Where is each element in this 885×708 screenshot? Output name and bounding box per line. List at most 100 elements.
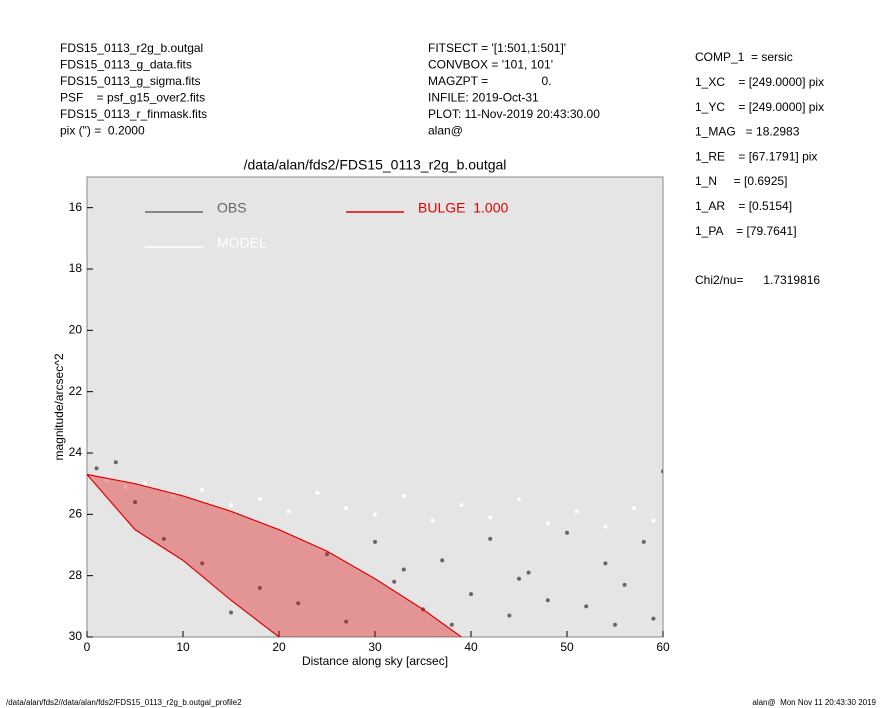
chi2: Chi2/nu= 1.7319816 [695, 273, 820, 287]
point [200, 561, 205, 566]
point [113, 460, 118, 465]
parameter-line: 1_MAG = 18.2983 [695, 125, 800, 139]
point [613, 622, 617, 627]
point [517, 576, 521, 581]
point [622, 582, 627, 587]
band-edge [87, 474, 280, 637]
point [526, 570, 531, 575]
point [229, 610, 233, 615]
parameter-line: 1_XC = [249.0000] pix [695, 75, 824, 89]
parameter-line: 1_YC = [249.0000] pix [695, 100, 824, 114]
header-left-line: FDS15_0113_r2g_b.outgal [60, 41, 203, 55]
point [584, 604, 589, 609]
parameter-line: COMP_1 = sersic [695, 50, 793, 64]
header-left-line: FDS15_0113_r_finmask.fits [60, 107, 207, 121]
point [344, 506, 349, 511]
legend-label: OBS [217, 200, 247, 216]
point [469, 592, 473, 597]
parameter-line: 1_N = [0.6925] [695, 174, 787, 188]
point [651, 518, 656, 523]
point [229, 503, 233, 508]
legend-label: MODEL [217, 235, 267, 251]
y-axis-label: magnitude/arcsec^2 [52, 353, 66, 460]
point [123, 484, 128, 489]
point [344, 619, 349, 624]
x-tick-label: 50 [560, 640, 574, 654]
y-tick-label: 18 [69, 261, 83, 275]
point [373, 539, 377, 544]
point [401, 567, 406, 572]
parameter-line: 1_PA = [79.7641] [695, 224, 797, 238]
x-tick-label: 0 [84, 640, 91, 654]
point [507, 613, 512, 618]
point [392, 579, 397, 584]
point [104, 478, 109, 483]
parameter-line: 1_AR = [0.5154] [695, 199, 792, 213]
point [94, 466, 99, 471]
band-edge [87, 473, 462, 637]
header-left-line: FDS15_0113_g_data.fits [60, 58, 192, 72]
x-tick-label: 30 [368, 640, 382, 654]
point [488, 515, 493, 520]
y-tick-label: 26 [69, 507, 83, 521]
point [257, 585, 262, 590]
point [133, 500, 137, 505]
point [325, 552, 329, 557]
point [430, 518, 435, 523]
header-middle-line: PLOT: 11-Nov-2019 20:43:30.00 [428, 107, 600, 121]
point [632, 506, 637, 511]
point [440, 558, 445, 563]
chart-title: /data/alan/fds2/FDS15_0113_r2g_b.outgal [244, 157, 507, 173]
x-tick-label: 40 [464, 640, 478, 654]
x-tick-label: 60 [656, 640, 670, 654]
header-middle-line: FITSECT = '[1:501,1:501]' [428, 41, 566, 55]
point [545, 521, 550, 526]
x-tick-label: 20 [272, 640, 286, 654]
header-middle-line: MAGZPT = 0. [428, 74, 551, 88]
plot-area [87, 460, 663, 637]
header-left-line: PSF = psf_g15_over2.fits [60, 91, 205, 105]
point [200, 487, 205, 492]
point [574, 509, 579, 514]
point [171, 493, 176, 498]
point [296, 601, 301, 606]
header-left-line: FDS15_0113_g_sigma.fits [60, 74, 201, 88]
header-left-line: pix (") = 0.2000 [60, 124, 145, 138]
point [315, 490, 320, 495]
x-tick-label: 10 [176, 640, 190, 654]
y-tick-label: 16 [69, 200, 83, 214]
point [142, 481, 147, 486]
y-tick-label: 24 [69, 445, 83, 459]
point [488, 536, 493, 541]
point [161, 536, 166, 541]
point [459, 503, 464, 508]
point [641, 539, 646, 544]
point [603, 561, 608, 566]
y-tick-label: 22 [69, 384, 83, 398]
plot-background [86, 176, 664, 638]
point [449, 622, 454, 627]
y-tick-label: 20 [69, 323, 83, 337]
point [373, 512, 377, 517]
point [651, 616, 656, 621]
point [545, 598, 550, 603]
header-middle-line: CONVBOX = '101, 101' [428, 58, 553, 72]
footer-left: /data/alan/fds2//data/alan/fds2/FDS15_01… [6, 698, 242, 707]
point [286, 509, 291, 514]
x-axis-label: Distance along sky [arcsec] [302, 654, 448, 668]
point [401, 493, 406, 498]
header-middle-line: alan@ [428, 124, 463, 138]
y-tick-label: 28 [69, 568, 83, 582]
point [517, 497, 521, 501]
point [603, 524, 608, 529]
footer-right: alan@ Mon Nov 11 20:43:30 2019 [752, 698, 876, 707]
model-band [87, 474, 462, 637]
point [661, 469, 663, 474]
legend-label: BULGE 1.000 [418, 200, 508, 216]
parameter-line: 1_RE = [67.1791] pix [695, 149, 817, 163]
point [565, 530, 569, 535]
point [257, 497, 262, 501]
header-middle-line: INFILE: 2019-Oct-31 [428, 91, 539, 105]
y-tick-label: 30 [69, 629, 83, 643]
